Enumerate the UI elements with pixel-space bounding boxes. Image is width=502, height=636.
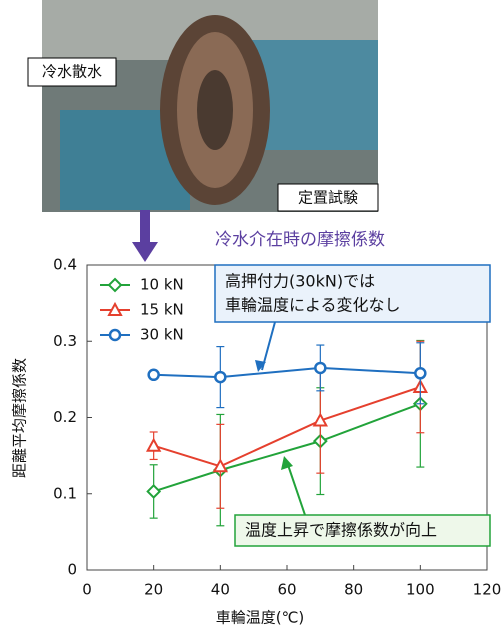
x-axis-label: 車輪温度(℃) <box>216 609 305 627</box>
y-tick-label: 0.4 <box>53 256 77 274</box>
x-tick-label: 20 <box>144 581 163 599</box>
x-tick-label: 80 <box>344 581 363 599</box>
y-tick-label: 0.3 <box>53 332 77 350</box>
x-tick-label: 100 <box>406 581 435 599</box>
figure: 冷水散水 定置試験 冷水介在時の摩擦係数 車輪温度(℃) 距離平均摩擦係数 0 2… <box>0 0 502 632</box>
pointer-arrow <box>132 210 158 262</box>
marker <box>415 368 425 378</box>
legend-label: 30 kN <box>140 326 184 344</box>
legend-label: 10 kN <box>140 276 184 294</box>
x-tick-label: 60 <box>277 581 296 599</box>
photo: 冷水散水 定置試験 <box>28 0 378 212</box>
annotation: 高押付力(30kN)では <box>225 272 375 291</box>
series-line <box>154 404 421 492</box>
series-line <box>154 387 421 466</box>
marker <box>315 363 325 373</box>
y-axis-label: 距離平均摩擦係数 <box>11 358 29 478</box>
marker <box>148 485 160 497</box>
y-tick-label: 0.1 <box>53 484 77 502</box>
legend-label: 15 kN <box>140 301 184 319</box>
y-tick-label: 0 <box>67 561 77 579</box>
marker <box>109 279 121 291</box>
photo-label: 冷水散水 <box>42 63 102 81</box>
marker <box>148 440 160 451</box>
marker <box>149 370 159 380</box>
chart-title: 冷水介在時の摩擦係数 <box>215 230 385 250</box>
annotation: 温度上昇で摩擦係数が向上 <box>245 521 437 540</box>
photo-label: 定置試験 <box>298 189 358 207</box>
y-tick-label: 0.2 <box>53 408 77 426</box>
x-tick-label: 40 <box>211 581 230 599</box>
marker <box>110 330 120 340</box>
series-line <box>154 368 421 377</box>
x-tick-label: 120 <box>473 581 502 599</box>
marker <box>215 372 225 382</box>
x-tick-label: 0 <box>82 581 92 599</box>
annotation: 車輪温度による変化なし <box>225 296 401 315</box>
